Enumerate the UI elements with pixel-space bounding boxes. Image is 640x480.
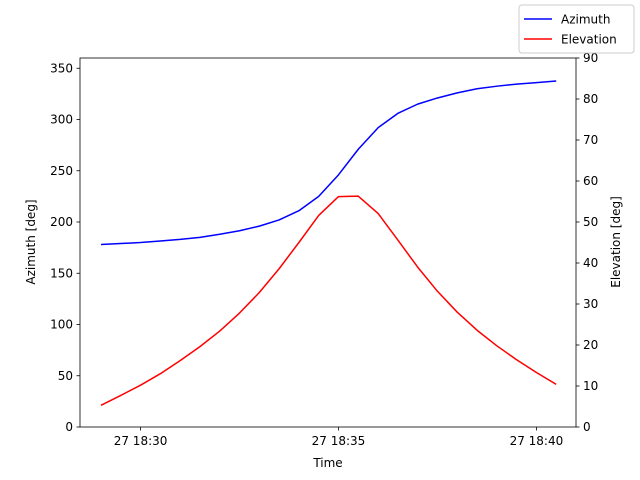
series-line-elevation [100, 195, 557, 406]
y-left-tick-label: 100 [50, 318, 73, 332]
series-line-azimuth [100, 80, 557, 246]
y-right-tick-label: 90 [583, 51, 598, 65]
legend-label-azimuth: Azimuth [561, 13, 610, 27]
axes-layer: 0 50 100 150 200 250 300 350 0 10 20 30 40 50 60 70 80 90… [50, 51, 598, 448]
y-right-tick-label: 70 [583, 133, 598, 147]
y-left-tick-label: 0 [65, 420, 73, 434]
y-right-tick-label: 30 [583, 297, 598, 311]
y-left-tick-label: 300 [50, 113, 73, 127]
y-right-tick-label: 0 [583, 420, 591, 434]
y-axis-right-label: Elevation [deg] [609, 196, 623, 288]
y-right-tick-label: 10 [583, 379, 598, 393]
x-tick-label: 27 18:40 [510, 434, 564, 448]
x-tick-label: 27 18:30 [114, 434, 168, 448]
legend-label-elevation: Elevation [561, 33, 617, 47]
y-left-tick-label: 150 [50, 266, 73, 280]
y-right-tick-label: 60 [583, 174, 598, 188]
legend-box [518, 4, 635, 54]
y-left-tick-label: 250 [50, 164, 73, 178]
x-tick-label: 27 18:35 [312, 434, 366, 448]
plot-frame [79, 57, 577, 428]
y-right-tick-label: 20 [583, 338, 598, 352]
y-left-tick-label: 350 [50, 61, 73, 75]
y-left-tick-label: 200 [50, 215, 73, 229]
y-axis-left-label: Azimuth [deg] [24, 199, 38, 284]
y-right-tick-label: 40 [583, 256, 598, 270]
y-right-tick-label: 80 [583, 92, 598, 106]
y-left-tick-label: 50 [58, 369, 73, 383]
legend: Azimuth Elevation [518, 4, 635, 54]
x-axis-label: Time [312, 456, 342, 470]
y-right-tick-label: 50 [583, 215, 598, 229]
series-layer [100, 80, 557, 406]
